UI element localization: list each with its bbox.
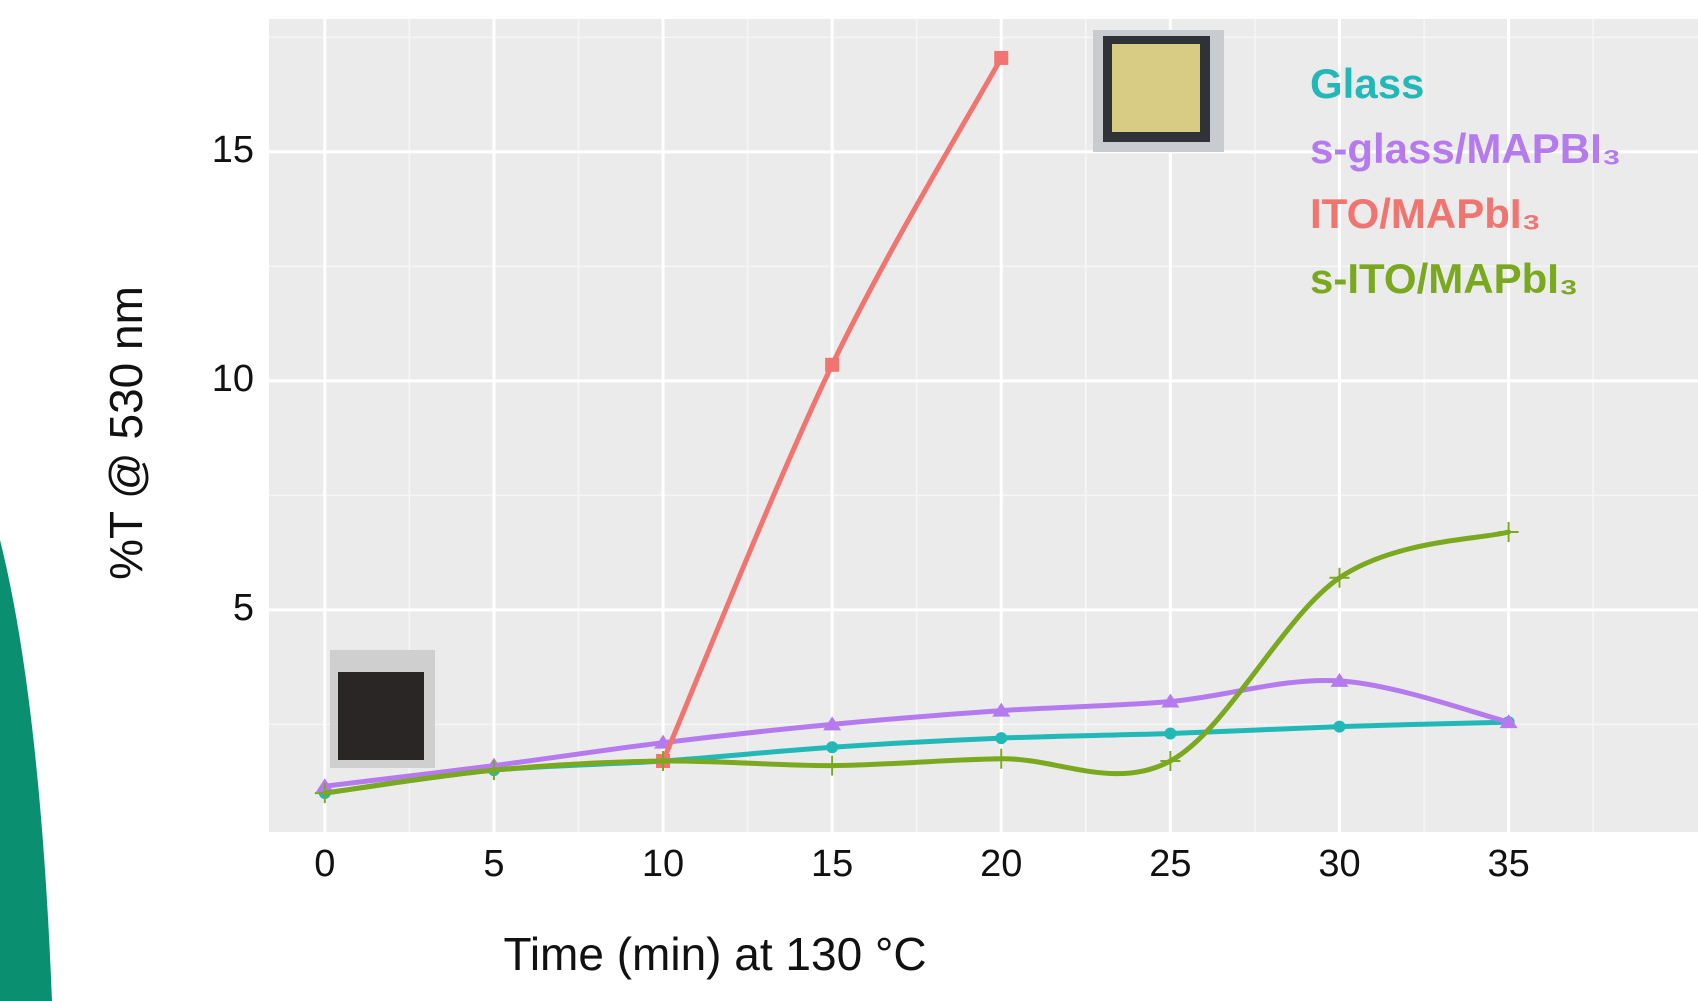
legend-label: ITO/MAPbI₃ xyxy=(1310,190,1541,237)
x-tick-label: 15 xyxy=(811,843,853,885)
x-tick-label: 5 xyxy=(483,843,504,885)
x-axis-title: Time (min) at 130 °C xyxy=(503,928,926,980)
y-axis-title: %T @ 530 nm xyxy=(100,286,152,580)
y-tick-label: 5 xyxy=(233,587,254,629)
sample-photo-yellow xyxy=(1093,30,1224,152)
y-tick-label: 10 xyxy=(212,358,254,400)
legend-label: s-ITO/MAPbI₃ xyxy=(1310,255,1578,302)
point xyxy=(1164,728,1176,740)
point xyxy=(826,741,838,753)
sample-photo-dark xyxy=(330,650,435,768)
decor-shape xyxy=(0,540,52,1001)
x-tick-label: 30 xyxy=(1318,843,1360,885)
x-tick-label: 20 xyxy=(980,843,1022,885)
legend-label: s-glass/MAPBI₃ xyxy=(1310,125,1621,172)
x-tick-label: 10 xyxy=(642,843,684,885)
point xyxy=(994,51,1008,65)
x-tick-label: 35 xyxy=(1487,843,1529,885)
x-tick-label: 25 xyxy=(1149,843,1191,885)
point xyxy=(1333,721,1345,733)
point xyxy=(995,732,1007,744)
y-tick-label: 15 xyxy=(212,129,254,171)
chart: Time (min) at 130 °C %T @ 530 nm Glass s-… xyxy=(0,0,1698,1001)
point xyxy=(825,358,839,372)
legend-label: Glass xyxy=(1310,60,1424,107)
x-tick-label: 0 xyxy=(314,843,335,885)
